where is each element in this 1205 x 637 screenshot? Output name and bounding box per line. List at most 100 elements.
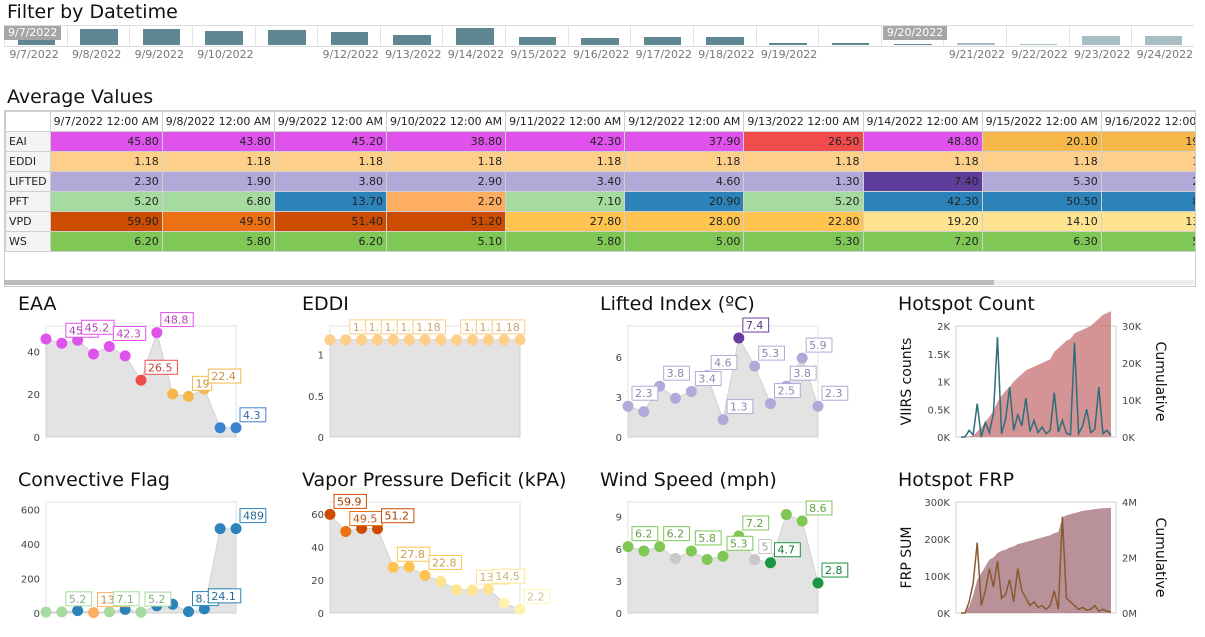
date-tick-label: 9/12/2022	[322, 48, 379, 61]
data-point	[467, 334, 478, 346]
data-label: 5.3	[730, 537, 748, 550]
y-tick-label: 0	[318, 609, 324, 620]
y-tick-label: 0	[616, 433, 622, 444]
grid-column-header[interactable]: 9/12/2022 12:00 AM	[624, 111, 745, 132]
filter-day-cell[interactable]	[1006, 26, 1070, 46]
grid-cell: 42.30	[505, 131, 626, 152]
filter-day-cell[interactable]	[254, 26, 319, 46]
y-tick-label: 2K	[937, 322, 950, 333]
data-label-box	[789, 365, 817, 381]
grid-column-header[interactable]: 9/15/2022 12:00 AM	[981, 111, 1102, 132]
chart-title: Vapor Pressure Deficit (kPA)	[302, 469, 566, 491]
filter-day-cell[interactable]	[317, 26, 381, 46]
grid-cell: 5.80	[505, 231, 626, 252]
data-point	[183, 606, 194, 618]
data-label-box	[774, 383, 801, 399]
data-label-box	[491, 319, 526, 335]
data-point	[103, 340, 115, 352]
data-label-box	[805, 500, 833, 516]
grid-cell: 20.90	[624, 191, 745, 212]
filter-day-cell[interactable]	[129, 26, 193, 46]
filter-day-cell[interactable]	[818, 26, 882, 46]
filter-day-cell[interactable]	[630, 26, 694, 46]
data-label: 49.5	[353, 513, 377, 526]
selected-start-label[interactable]: 9/7/2022	[4, 26, 62, 40]
grid-cell: 45.20	[273, 131, 388, 152]
grid-horizontal-scrollbar[interactable]	[4, 280, 1194, 285]
grid-column-header[interactable]: 9/11/2022 12:00 AM	[505, 111, 626, 132]
grid-column-header[interactable]: 9/14/2022 12:00 AM	[862, 111, 983, 132]
date-tick-label: 9/14/2022	[447, 48, 505, 61]
data-point	[324, 334, 336, 346]
scrollbar-thumb[interactable]	[4, 280, 994, 285]
grid-row-header: LIFTED	[5, 171, 51, 192]
grid-row-header: EDDI	[5, 151, 51, 172]
grid-column-header[interactable]: 9/9/2022 12:00 AM	[273, 111, 388, 132]
filter-day-cell[interactable]	[943, 26, 1007, 46]
filter-day-cell[interactable]	[692, 26, 757, 46]
data-label: 27.8	[400, 548, 425, 561]
grid-row: EAI 45.80 43.80 45.20 38.80 42.30 37.90 26.50 48…	[5, 131, 1195, 152]
grid-cell: 5.30	[743, 231, 864, 252]
filter-day-cell[interactable]	[505, 26, 569, 46]
grid-column-header[interactable]: 9/10/2022 12:00 AM	[386, 111, 507, 132]
data-point	[717, 414, 729, 426]
grid-column-header[interactable]: 9/16/2022 12:00 AM	[1100, 111, 1195, 132]
filter-day-cell[interactable]	[442, 26, 506, 46]
data-point	[167, 388, 179, 400]
filter-day-bar	[1082, 35, 1120, 45]
data-label-box	[144, 359, 178, 375]
filter-day-cell[interactable]	[1131, 26, 1195, 46]
grid-cell: 6.30	[981, 231, 1102, 252]
y-tick-label: 0K	[937, 433, 950, 444]
filter-day-cell[interactable]	[880, 26, 945, 46]
data-point	[135, 606, 147, 618]
data-label: 5.3	[762, 347, 780, 360]
chart-hotspot-frp: Hotspot FRP 0K 100K 200K 300K 0M 2M 4M FRP SUM Cu…	[888, 466, 1188, 637]
grid-cell: 1.18	[273, 151, 388, 172]
selected-end-label[interactable]: 9/20/2022	[882, 26, 948, 40]
y2-tick-label: 10K	[1122, 396, 1142, 407]
data-point	[340, 526, 352, 538]
grid-column-header[interactable]: 9/7/2022 12:00 AM	[49, 111, 163, 132]
filter-day-cell[interactable]	[66, 26, 131, 46]
grid-cell: 5.00	[624, 231, 745, 252]
grid-cell: 1.18	[743, 151, 864, 172]
chart-vpd: Vapor Pressure Deficit (kPA) 0 20 40 60 59.9 4…	[292, 466, 592, 637]
data-label-box	[821, 385, 849, 401]
chart-title: EAA	[18, 293, 57, 315]
filter-day-bar	[205, 30, 243, 45]
data-point	[812, 400, 824, 412]
y-tick-label: 0.5K	[928, 405, 951, 416]
grid-cell: 1.18	[505, 151, 626, 172]
filter-day-cell[interactable]	[379, 26, 444, 46]
data-label: 6.2	[667, 528, 685, 541]
data-point	[638, 545, 650, 557]
grid-cell: 5.10	[386, 231, 507, 252]
data-label-box	[523, 588, 551, 604]
grid-cell: 1.90	[161, 171, 275, 192]
grid-column-header[interactable]: 9/13/2022 12:00 AM	[743, 111, 864, 132]
data-point	[780, 509, 792, 521]
date-tick-label: 9/21/2022	[948, 48, 1006, 61]
date-tick-label: 9/19/2022	[760, 48, 818, 61]
data-point	[88, 348, 99, 360]
data-label: 7.4	[746, 319, 764, 332]
data-label-box	[742, 317, 770, 333]
grid-column-header[interactable]: 9/8/2022 12:00 AM	[161, 111, 275, 132]
data-label: 1.3	[730, 401, 748, 414]
filter-day-cell[interactable]	[191, 26, 256, 46]
y-tick-label: 20	[27, 390, 40, 401]
filter-day-cell[interactable]	[567, 26, 632, 46]
data-label-box	[726, 399, 754, 415]
date-tick-label: 9/22/2022	[1011, 48, 1068, 61]
date-tick-label: 9/18/2022	[698, 48, 755, 61]
grid-cell: 1.18	[386, 151, 507, 172]
grid-cell: 5.20	[49, 191, 163, 212]
y-tick-label: 0.5	[308, 392, 324, 403]
filter-day-cell[interactable]	[755, 26, 820, 46]
datetime-filter-strip[interactable]: 9/7/2022 9/20/2022	[4, 25, 1194, 47]
data-point	[685, 545, 697, 557]
filter-day-cell[interactable]	[1068, 26, 1133, 46]
data-label: 42.3	[116, 327, 141, 340]
